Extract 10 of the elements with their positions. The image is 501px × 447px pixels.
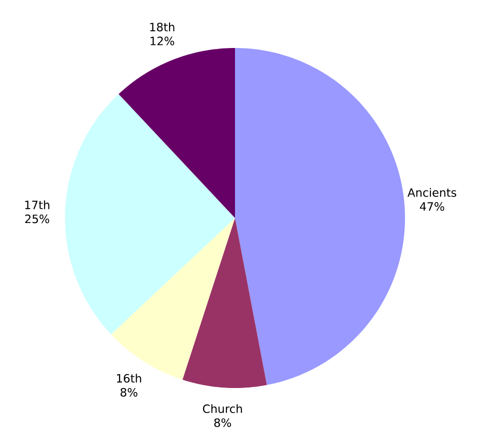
slice-label: 17th <box>25 200 50 210</box>
slice-label: 16th <box>117 374 142 383</box>
data-label: 25% <box>25 214 50 224</box>
data-label: 47% <box>420 202 444 211</box>
data-label: 8% <box>120 388 138 397</box>
data-label: 8% <box>214 418 232 427</box>
slice-label: 18th <box>150 22 174 32</box>
data-label: 12% <box>150 36 174 46</box>
slice-label: Church <box>202 404 242 414</box>
slice-label: Ancients <box>408 188 456 197</box>
